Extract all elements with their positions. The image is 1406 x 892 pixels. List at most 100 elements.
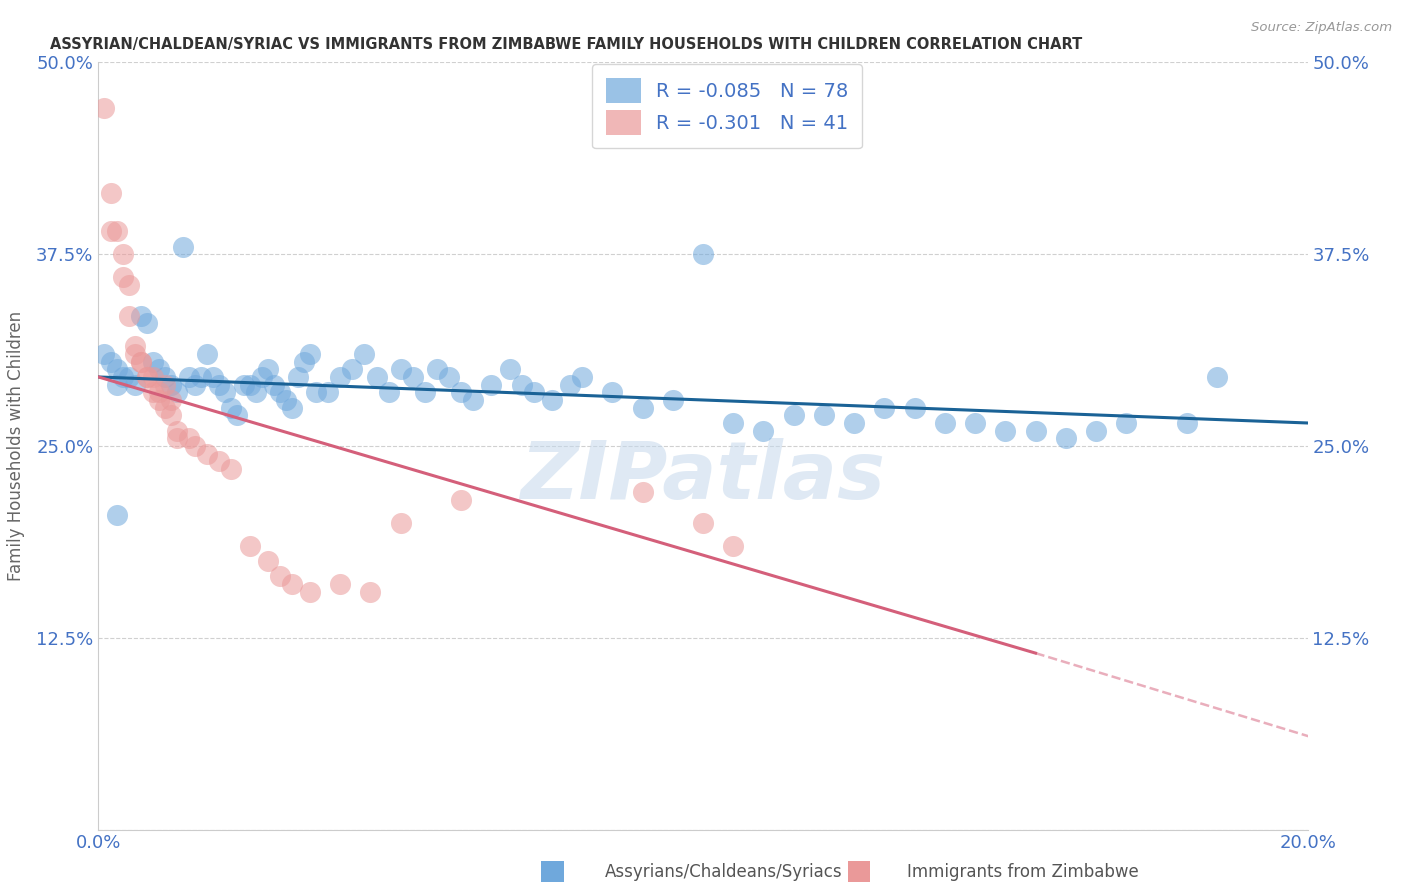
Text: ASSYRIAN/CHALDEAN/SYRIAC VS IMMIGRANTS FROM ZIMBABWE FAMILY HOUSEHOLDS WITH CHIL: ASSYRIAN/CHALDEAN/SYRIAC VS IMMIGRANTS F… — [51, 37, 1083, 52]
Point — [523, 385, 546, 400]
Text: Source: ZipAtlas.com: Source: ZipAtlas.com — [1251, 21, 1392, 34]
Point — [316, 385, 339, 400]
Point — [245, 385, 267, 400]
Point — [813, 409, 835, 423]
Point — [281, 401, 304, 415]
Point — [437, 370, 460, 384]
Point — [329, 577, 352, 591]
Point — [1115, 416, 1137, 430]
Point — [221, 401, 243, 415]
Point — [135, 316, 157, 330]
Point — [994, 424, 1017, 438]
Point — [208, 377, 231, 392]
Point — [179, 370, 201, 384]
Point — [783, 409, 806, 423]
Point — [135, 370, 157, 384]
Point — [111, 247, 134, 261]
Point — [100, 224, 122, 238]
Y-axis label: Family Households with Children: Family Households with Children — [7, 311, 25, 581]
Point — [166, 431, 188, 445]
Point — [93, 102, 115, 116]
Point — [450, 385, 472, 400]
Point — [1085, 424, 1108, 438]
Point — [558, 377, 581, 392]
Point — [342, 362, 364, 376]
Point — [111, 370, 134, 384]
Point — [463, 392, 485, 407]
Point — [93, 347, 115, 361]
Point — [124, 377, 146, 392]
Text: Assyrians/Chaldeans/Syriacs: Assyrians/Chaldeans/Syriacs — [605, 863, 842, 881]
Point — [413, 385, 436, 400]
Point — [129, 354, 152, 368]
Point — [873, 401, 896, 415]
Point — [263, 377, 285, 392]
Point — [100, 354, 122, 368]
Point — [256, 554, 278, 568]
Point — [118, 277, 141, 292]
Point — [153, 377, 176, 392]
Point — [142, 354, 165, 368]
Point — [142, 385, 165, 400]
Point — [166, 385, 188, 400]
Point — [105, 362, 128, 376]
Point — [208, 454, 231, 468]
Point — [124, 339, 146, 353]
Point — [692, 247, 714, 261]
Point — [353, 347, 375, 361]
Point — [269, 569, 291, 583]
Point — [1175, 416, 1198, 430]
Point — [118, 309, 141, 323]
Point — [148, 392, 170, 407]
Point — [1054, 431, 1077, 445]
Point — [287, 370, 309, 384]
Point — [305, 385, 328, 400]
Point — [166, 424, 188, 438]
Point — [105, 377, 128, 392]
Point — [631, 401, 654, 415]
Point — [142, 370, 165, 384]
Text: Immigrants from Zimbabwe: Immigrants from Zimbabwe — [907, 863, 1139, 881]
Point — [153, 370, 176, 384]
Legend: R = -0.085   N = 78, R = -0.301   N = 41: R = -0.085 N = 78, R = -0.301 N = 41 — [592, 64, 862, 148]
Text: ZIPatlas: ZIPatlas — [520, 438, 886, 516]
Point — [402, 370, 425, 384]
Point — [160, 392, 183, 407]
Point — [602, 385, 624, 400]
Point — [510, 377, 533, 392]
Point — [571, 370, 593, 384]
Point — [129, 309, 152, 323]
Point — [752, 424, 775, 438]
Point — [232, 377, 254, 392]
Point — [292, 354, 315, 368]
Point — [111, 270, 134, 285]
Point — [184, 439, 207, 453]
Point — [281, 577, 304, 591]
Point — [160, 377, 183, 392]
Point — [389, 362, 412, 376]
Point — [377, 385, 399, 400]
Point — [221, 462, 243, 476]
Point — [195, 447, 218, 461]
Point — [1206, 370, 1229, 384]
Point — [366, 370, 388, 384]
Point — [450, 492, 472, 507]
Point — [661, 392, 683, 407]
Point — [135, 370, 157, 384]
Point — [118, 370, 141, 384]
Point — [1024, 424, 1046, 438]
Point — [498, 362, 520, 376]
Point — [124, 347, 146, 361]
Point — [540, 392, 562, 407]
Point — [100, 186, 122, 200]
Point — [256, 362, 278, 376]
Point — [148, 362, 170, 376]
Point — [190, 370, 212, 384]
Point — [172, 239, 194, 253]
Point — [389, 516, 412, 530]
Point — [329, 370, 352, 384]
Point — [299, 347, 322, 361]
Point — [250, 370, 273, 384]
Point — [844, 416, 866, 430]
Point — [239, 539, 262, 553]
